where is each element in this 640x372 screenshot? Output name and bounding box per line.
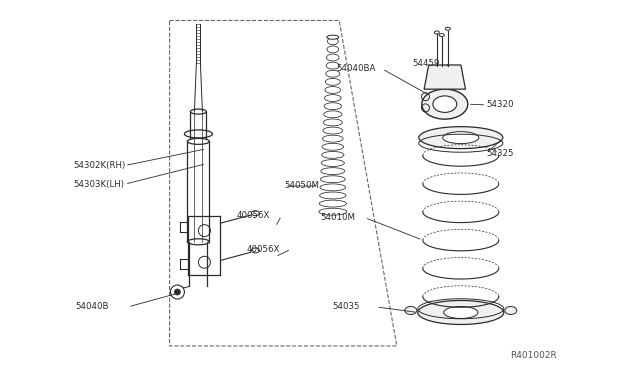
Text: 54010M: 54010M <box>320 213 355 222</box>
Text: R401002R: R401002R <box>510 351 557 360</box>
Ellipse shape <box>327 35 339 39</box>
Ellipse shape <box>505 307 517 314</box>
Ellipse shape <box>404 307 417 314</box>
Ellipse shape <box>444 307 478 318</box>
Ellipse shape <box>418 301 504 324</box>
Text: 54303K(LH): 54303K(LH) <box>74 180 125 189</box>
Text: 54302K(RH): 54302K(RH) <box>74 161 126 170</box>
Ellipse shape <box>419 126 503 149</box>
Text: 54035: 54035 <box>333 302 360 311</box>
Text: 54325: 54325 <box>486 149 514 158</box>
Ellipse shape <box>188 239 209 245</box>
Text: 54320: 54320 <box>486 100 514 109</box>
Ellipse shape <box>422 89 468 119</box>
Text: 40056X: 40056X <box>237 211 270 220</box>
Ellipse shape <box>443 132 479 144</box>
Text: 54040B: 54040B <box>76 302 109 311</box>
Ellipse shape <box>188 138 209 144</box>
Polygon shape <box>424 65 465 89</box>
Text: 54050M: 54050M <box>285 182 320 190</box>
Text: 54459: 54459 <box>413 60 440 68</box>
Text: 40056X: 40056X <box>246 245 280 254</box>
Circle shape <box>174 289 180 295</box>
Ellipse shape <box>191 109 206 114</box>
Text: 54040BA: 54040BA <box>336 64 376 73</box>
Ellipse shape <box>184 130 212 138</box>
Ellipse shape <box>433 96 457 112</box>
